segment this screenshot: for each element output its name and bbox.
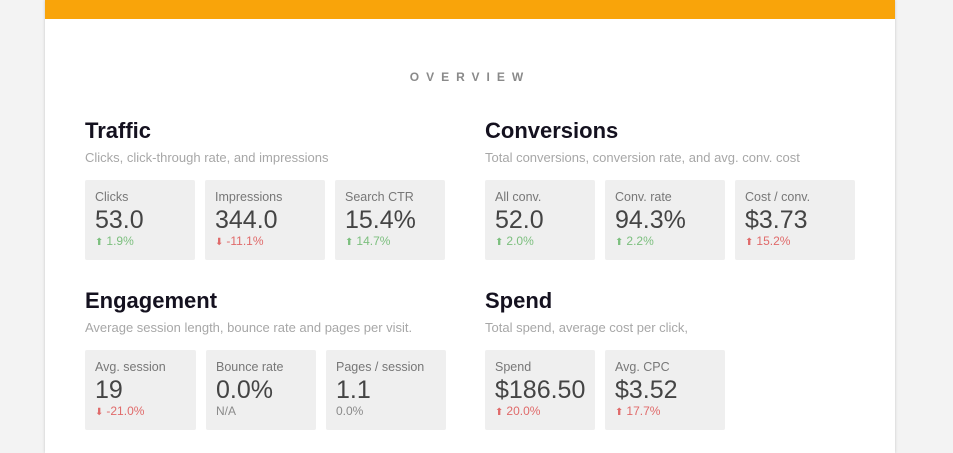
engagement-section: Engagement Average session length, bounc… <box>85 288 485 430</box>
metric-value: $3.52 <box>615 376 678 404</box>
delta-text: N/A <box>216 404 237 418</box>
metric-tile-conv-rate: Conv. rate 94.3% ⬆ 2.2% <box>605 180 725 260</box>
metric-value: 94.3% <box>615 206 686 234</box>
metric-delta: N/A <box>216 404 316 418</box>
arrow-up-icon: ⬆ <box>495 407 504 418</box>
metric-value: $186.50 <box>495 376 586 404</box>
arrow-up-icon: ⬆ <box>615 407 624 418</box>
delta-text: -11.1% <box>226 234 264 248</box>
accent-header-bar <box>45 0 895 19</box>
metric-tile-search-ctr: Search CTR 15.4% ⬆ 14.7% <box>335 180 445 260</box>
metric-value: 1.1 <box>336 376 371 404</box>
arrow-up-icon: ⬆ <box>95 237 104 248</box>
section-title: Conversions <box>485 118 619 143</box>
arrow-down-icon: ⬇ <box>215 237 224 248</box>
metric-delta: ⬇ -11.1% <box>215 234 325 250</box>
metric-delta: ⬆ 1.9% <box>95 234 195 250</box>
arrow-up-icon: ⬆ <box>345 237 354 248</box>
section-subtitle: Total conversions, conversion rate, and … <box>485 150 800 165</box>
metric-label: Clicks <box>95 190 129 204</box>
metric-label: Search CTR <box>345 190 414 204</box>
metric-delta: ⬆ 2.2% <box>615 234 725 250</box>
section-title: Spend <box>485 288 553 313</box>
traffic-section: Traffic Clicks, click-through rate, and … <box>85 118 455 260</box>
section-title: Engagement <box>85 288 218 313</box>
metric-tile-impressions: Impressions 344.0 ⬇ -11.1% <box>205 180 325 260</box>
arrow-up-icon: ⬆ <box>745 237 754 248</box>
delta-text: 15.2% <box>756 234 791 248</box>
metric-delta: ⬆ 14.7% <box>345 234 445 250</box>
metric-tile-bounce-rate: Bounce rate 0.0% N/A <box>206 350 316 430</box>
delta-text: 2.0% <box>506 234 534 248</box>
metric-label: Conv. rate <box>615 190 672 204</box>
arrow-up-icon: ⬆ <box>495 237 504 248</box>
section-subtitle: Average session length, bounce rate and … <box>85 320 413 335</box>
section-subtitle: Clicks, click-through rate, and impressi… <box>85 150 329 165</box>
metric-tile-avg-session: Avg. session 19 ⬇ -21.0% <box>85 350 196 430</box>
metric-label: Impressions <box>215 190 283 204</box>
delta-text: 20.0% <box>506 404 541 418</box>
metric-label: Spend <box>495 360 532 374</box>
delta-text: -21.0% <box>106 404 145 418</box>
section-title: Traffic <box>85 118 152 143</box>
arrow-up-icon: ⬆ <box>615 237 624 248</box>
metric-label: Pages / session <box>336 360 425 374</box>
metric-label: Avg. CPC <box>615 360 670 374</box>
spend-section: Spend Total spend, average cost per clic… <box>485 288 865 430</box>
metric-tile-cost-per-conv: Cost / conv. $3.73 ⬆ 15.2% <box>735 180 855 260</box>
delta-text: 17.7% <box>626 404 661 418</box>
metric-delta: 0.0% <box>336 404 446 418</box>
metric-tile-avg-cpc: Avg. CPC $3.52 ⬆ 17.7% <box>605 350 725 430</box>
metric-value: 344.0 <box>215 206 278 234</box>
delta-text: 0.0% <box>336 404 364 418</box>
metric-value: $3.73 <box>745 206 808 234</box>
metric-value: 52.0 <box>495 206 544 234</box>
arrow-down-icon: ⬇ <box>95 407 104 418</box>
metric-value: 0.0% <box>216 376 273 404</box>
metric-tile-all-conv: All conv. 52.0 ⬆ 2.0% <box>485 180 595 260</box>
metric-value: 53.0 <box>95 206 144 234</box>
metric-tile-pages-per-session: Pages / session 1.1 0.0% <box>326 350 446 430</box>
delta-text: 2.2% <box>626 234 654 248</box>
conversions-section: Conversions Total conversions, conversio… <box>485 118 865 260</box>
metric-value: 15.4% <box>345 206 416 234</box>
section-subtitle: Total spend, average cost per click, <box>485 320 689 335</box>
metric-delta: ⬆ 17.7% <box>615 404 725 420</box>
delta-text: 1.9% <box>106 234 134 248</box>
metric-label: All conv. <box>495 190 542 204</box>
overview-heading: OVERVIEW <box>409 70 531 84</box>
metric-value: 19 <box>95 376 123 404</box>
metric-delta: ⬇ -21.0% <box>95 404 196 420</box>
metric-delta: ⬆ 20.0% <box>495 404 595 420</box>
metric-label: Avg. session <box>95 360 166 374</box>
metric-label: Cost / conv. <box>745 190 811 204</box>
report-card: OVERVIEW Traffic Clicks, click-through r… <box>45 0 895 453</box>
metric-delta: ⬆ 15.2% <box>745 234 855 250</box>
metric-label: Bounce rate <box>216 360 284 374</box>
metric-tile-clicks: Clicks 53.0 ⬆ 1.9% <box>85 180 195 260</box>
delta-text: 14.7% <box>356 234 391 248</box>
metric-delta: ⬆ 2.0% <box>495 234 595 250</box>
metric-tile-spend: Spend $186.50 ⬆ 20.0% <box>485 350 595 430</box>
